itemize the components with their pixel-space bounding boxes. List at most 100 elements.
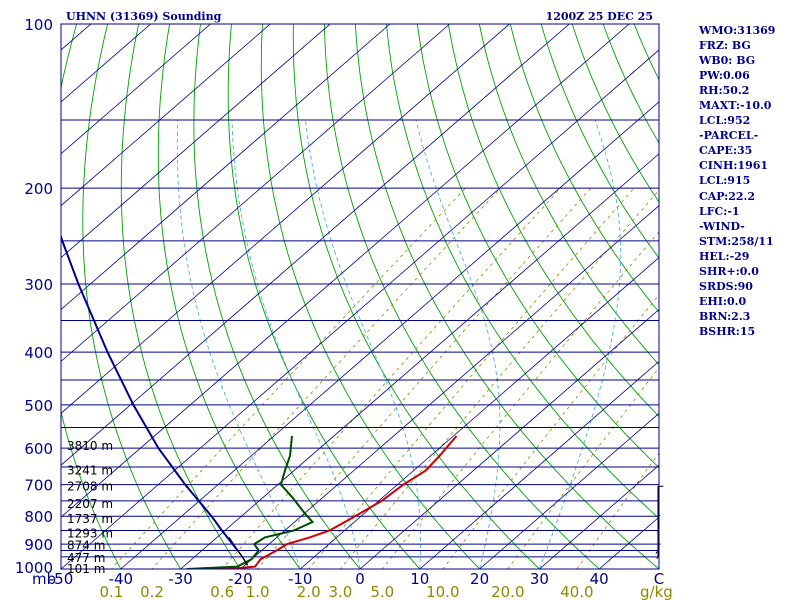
index-line: PW:0.06: [699, 69, 750, 83]
temperature-trace: [201, 435, 458, 569]
height-label: 874 m: [67, 538, 105, 552]
height-label: 1737 m: [67, 512, 113, 526]
temperature-tick-label: 0: [355, 570, 365, 588]
dry-adiabat: [509, 24, 659, 313]
wind-barb: [655, 550, 659, 554]
isotherm-line: [479, 412, 659, 569]
temperature-tick-label: 10: [410, 570, 429, 588]
dry-adiabat: [227, 24, 421, 569]
isotherm-line: [61, 24, 331, 259]
mixing-ratio-line: [151, 187, 501, 569]
mixing-ratio-tick-label: 40.0: [560, 583, 593, 600]
dry-adiabat: [385, 24, 659, 519]
temperature-tick-label: -40: [109, 570, 134, 588]
plot-background: [61, 24, 659, 569]
pressure-tick-label: 800: [24, 508, 53, 526]
mixing-ratio-line: [339, 189, 659, 569]
wind-barb: [656, 530, 659, 532]
isotherm-line: [61, 49, 659, 569]
dry-adiabat: [540, 24, 659, 259]
mixing-ratio-line: [221, 187, 561, 569]
index-line: FRZ: BG: [699, 39, 751, 53]
temperature-tick-label: 30: [530, 570, 549, 588]
index-line: HEL:-29: [699, 249, 750, 263]
pressure-tick-label: 1000: [15, 559, 53, 577]
index-line: SHR+:0.0: [699, 264, 759, 278]
index-line: MAXT:-10.0: [699, 99, 772, 113]
mixing-ratio-line: [442, 294, 659, 569]
moist-adiabat: [305, 119, 422, 569]
dewpoint-trace: [186, 435, 315, 569]
mixing-ratio-unit: g/kg: [640, 583, 673, 600]
index-line: LFC:-1: [699, 204, 740, 218]
index-line: LCL:915: [699, 174, 751, 188]
dry-adiabat: [61, 24, 122, 569]
height-label: 101 m: [67, 562, 105, 576]
mixing-ratio-tick-label: 5.0: [370, 583, 394, 600]
isotherm-line: [299, 257, 659, 569]
height-label: 1293 m: [67, 526, 113, 540]
isotherm-line: [61, 24, 630, 518]
temperature-tick-label: -30: [168, 570, 193, 588]
index-line: LCL:952: [699, 114, 751, 128]
mixing-ratio-line: [381, 231, 659, 569]
height-label: 3241 m: [67, 464, 113, 478]
height-label: 477 m: [67, 551, 105, 565]
index-line: EHI:0.0: [699, 294, 747, 308]
mixing-ratio-tick-label: 20.0: [491, 583, 524, 600]
index-line: CAPE:35: [699, 144, 753, 158]
mixing-ratio-tick-label: 0.6: [210, 583, 234, 600]
pressure-axis-unit: mb: [32, 570, 56, 588]
moist-adiabat: [415, 119, 501, 569]
chart-time: 1200Z 25 DEC 25: [546, 10, 653, 23]
index-line: WMO:31369: [699, 24, 776, 37]
temperature-tick-label: -20: [228, 570, 253, 588]
index-line: WB0: BG: [699, 54, 756, 68]
index-line: CINH:1961: [699, 159, 769, 173]
pressure-tick-label: 400: [24, 344, 53, 362]
isotherm-line: [539, 464, 659, 569]
moist-adiabat: [538, 119, 622, 569]
mixing-ratio-tick-label: 2.0: [297, 583, 321, 600]
temperature-tick-label: 20: [470, 570, 489, 588]
index-line: BSHR:15: [699, 324, 756, 338]
height-label: 2708 m: [67, 479, 113, 493]
sounding-indices-panel: WMO:31369 FRZ: BG WB0: BG PW:0.06 RH:50.2 MAX…: [699, 23, 799, 339]
chart-grid: [61, 24, 659, 569]
mixing-ratio-tick-label: 10.0: [426, 583, 459, 600]
mixing-ratio-line: [257, 187, 592, 569]
index-line: STM:258/11: [699, 234, 774, 248]
isotherm-line: [61, 24, 271, 207]
temperature-tick-label: C: [654, 570, 664, 588]
isotherm-line: [61, 24, 510, 414]
dry-adiabat: [354, 24, 659, 569]
mixing-ratio-tick-label: 0.2: [140, 583, 164, 600]
mixing-ratio-tick-label: 0.1: [99, 583, 123, 600]
dry-adiabat: [292, 24, 541, 569]
pressure-tick-label: 300: [24, 276, 53, 294]
pressure-tick-label: 200: [24, 180, 53, 198]
pressure-tick-label: 600: [24, 440, 53, 458]
pressure-tick-label: 100: [24, 16, 53, 34]
isotherm-line: [240, 205, 659, 569]
virtual-temperature-trace: [61, 233, 239, 552]
sounding-traces: [61, 233, 458, 569]
isotherm-line: [61, 24, 570, 466]
height-label: 3810 m: [67, 439, 113, 453]
isotherm-line: [61, 24, 211, 155]
dry-adiabat: [323, 24, 600, 569]
mixing-ratio-line: [507, 367, 659, 569]
dry-adiabat: [416, 24, 659, 469]
index-line: CAP:22.2: [699, 189, 756, 203]
dry-adiabat: [478, 24, 659, 366]
isotherm-line: [120, 101, 659, 569]
index-line: -PARCEL-: [699, 129, 759, 143]
isotherm-line: [419, 360, 659, 569]
height-label: 2207 m: [67, 497, 113, 511]
index-line: BRN:2.3: [699, 309, 751, 323]
plot-frame: [60, 23, 660, 570]
chart-title: UHNN (31369) Sounding: [66, 10, 222, 23]
index-line: SRDS:90: [699, 279, 753, 293]
